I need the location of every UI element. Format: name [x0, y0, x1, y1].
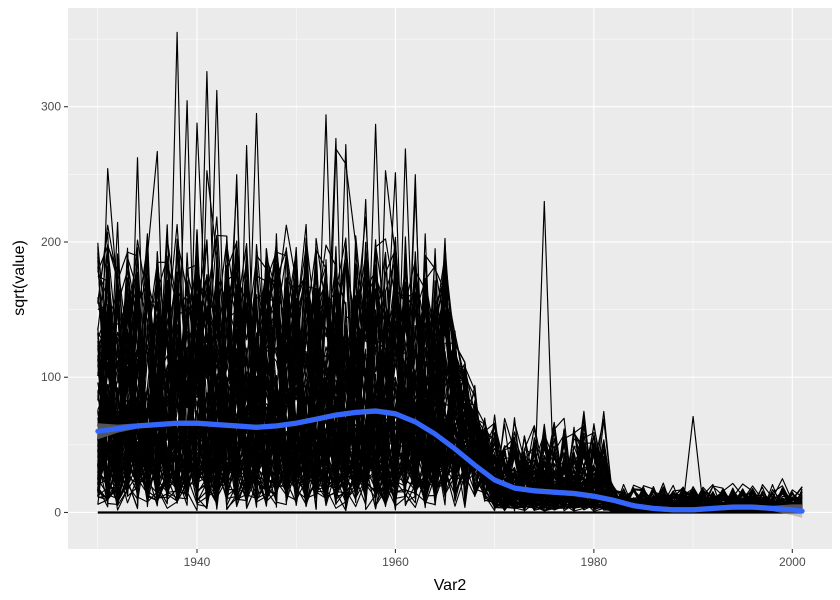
- smooth-line: [95, 408, 805, 514]
- spike-line: [533, 200, 555, 497]
- spike-line: [196, 71, 218, 442]
- spike-line: [682, 415, 704, 506]
- spike-line: [335, 144, 357, 453]
- y-tick-label: 100: [41, 370, 61, 384]
- spike-line: [404, 191, 426, 447]
- spike-line: [315, 114, 337, 439]
- series-line: [97, 259, 803, 513]
- series-line: [97, 174, 803, 513]
- spike-line: [246, 112, 267, 435]
- y-tick-label: 300: [41, 100, 61, 114]
- y-axis-ticks: 0 100 200 300: [41, 100, 68, 519]
- x-tick-label: 1940: [184, 555, 211, 569]
- spike-line: [365, 123, 387, 439]
- x-axis-ticks: 1940 1960 1980 2000: [184, 549, 806, 569]
- y-tick-label: 200: [41, 235, 61, 249]
- x-axis-title: Var2: [434, 577, 467, 594]
- y-axis-title: sqrt(value): [11, 240, 28, 316]
- smooth-trend: [95, 408, 805, 518]
- x-tick-label: 1960: [382, 555, 409, 569]
- spike-line: [771, 478, 793, 502]
- x-tick-label: 2000: [779, 555, 806, 569]
- x-tick-label: 1980: [581, 555, 608, 569]
- spike-line: [166, 31, 188, 458]
- spike-line: [206, 89, 228, 443]
- y-tick-label: 0: [54, 505, 61, 519]
